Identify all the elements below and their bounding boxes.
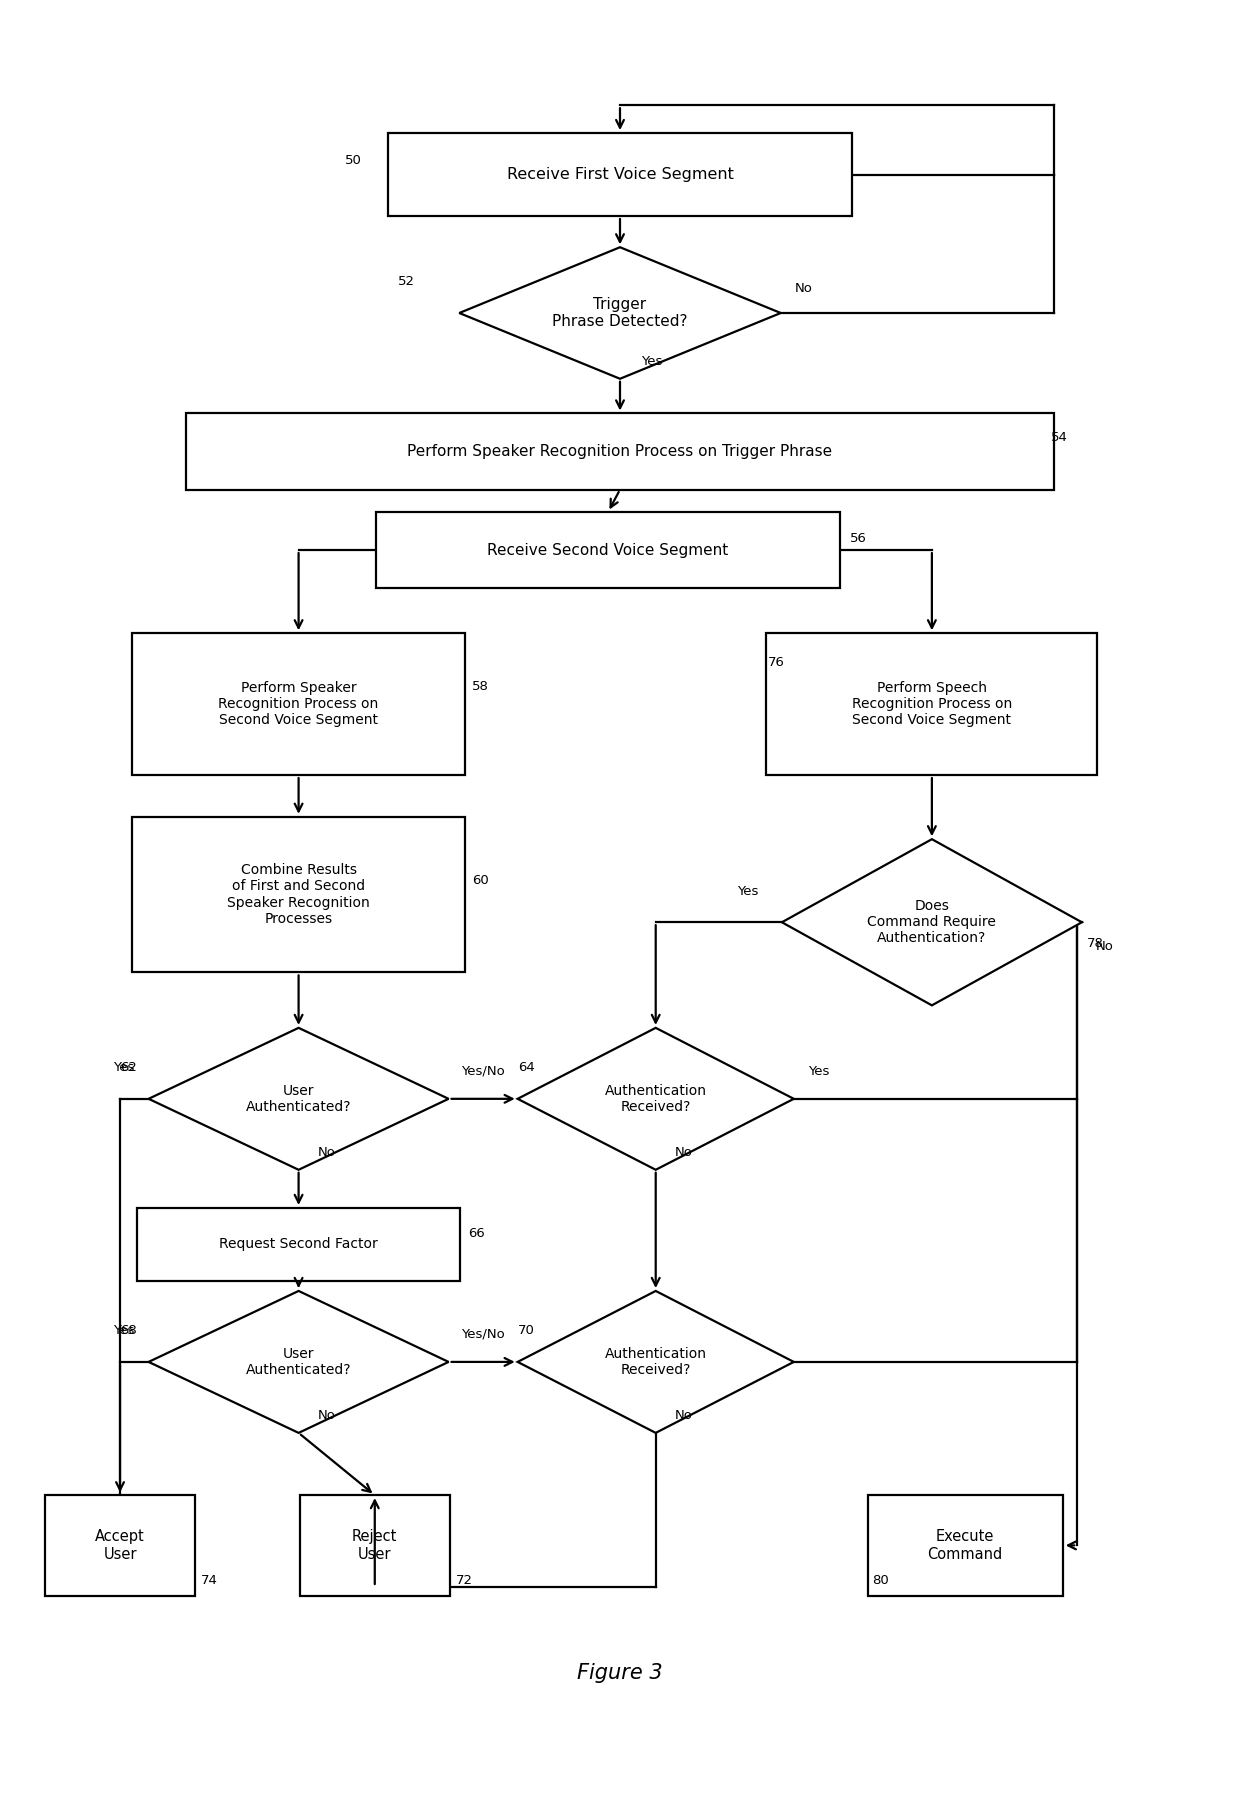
Text: Yes: Yes: [737, 885, 758, 898]
FancyBboxPatch shape: [388, 133, 852, 216]
Text: Reject
User: Reject User: [352, 1529, 398, 1561]
Text: Yes: Yes: [113, 1323, 134, 1338]
Text: Receive Second Voice Segment: Receive Second Voice Segment: [487, 543, 729, 557]
FancyBboxPatch shape: [131, 817, 465, 972]
Text: No: No: [675, 1147, 693, 1159]
Text: Yes: Yes: [641, 355, 663, 368]
Text: 50: 50: [345, 155, 362, 168]
Text: Yes: Yes: [113, 1062, 134, 1075]
Text: No: No: [317, 1147, 336, 1159]
Text: Yes: Yes: [808, 1064, 830, 1078]
Text: User
Authenticated?: User Authenticated?: [246, 1084, 351, 1114]
Text: Execute
Command: Execute Command: [928, 1529, 1003, 1561]
FancyBboxPatch shape: [376, 512, 841, 588]
FancyBboxPatch shape: [300, 1495, 450, 1596]
Text: No: No: [317, 1410, 336, 1423]
FancyBboxPatch shape: [136, 1208, 460, 1280]
Text: 80: 80: [873, 1574, 889, 1587]
FancyBboxPatch shape: [186, 413, 1054, 490]
Text: Yes/No: Yes/No: [461, 1327, 505, 1341]
Text: Authentication
Received?: Authentication Received?: [605, 1347, 707, 1377]
Text: Trigger
Phrase Detected?: Trigger Phrase Detected?: [552, 297, 688, 330]
Polygon shape: [149, 1028, 449, 1170]
Text: Yes/No: Yes/No: [461, 1064, 505, 1078]
Text: 60: 60: [472, 874, 489, 887]
Text: 74: 74: [201, 1574, 218, 1587]
Text: Receive First Voice Segment: Receive First Voice Segment: [507, 168, 733, 182]
Text: 62: 62: [120, 1062, 136, 1075]
Text: Combine Results
of First and Second
Speaker Recognition
Processes: Combine Results of First and Second Spea…: [227, 864, 370, 927]
Polygon shape: [149, 1291, 449, 1433]
Text: No: No: [795, 283, 813, 296]
Text: Accept
User: Accept User: [95, 1529, 145, 1561]
Text: Authentication
Received?: Authentication Received?: [605, 1084, 707, 1114]
Text: Perform Speech
Recognition Process on
Second Voice Segment: Perform Speech Recognition Process on Se…: [852, 682, 1012, 727]
Text: No: No: [1096, 939, 1114, 954]
Text: 56: 56: [849, 532, 867, 545]
Text: No: No: [675, 1410, 693, 1423]
Polygon shape: [517, 1028, 794, 1170]
Text: 78: 78: [1086, 936, 1104, 950]
Polygon shape: [782, 838, 1081, 1006]
FancyBboxPatch shape: [131, 633, 465, 775]
Text: Request Second Factor: Request Second Factor: [219, 1237, 378, 1251]
Polygon shape: [517, 1291, 794, 1433]
Text: Perform Speaker
Recognition Process on
Second Voice Segment: Perform Speaker Recognition Process on S…: [218, 682, 378, 727]
Text: 64: 64: [517, 1062, 534, 1075]
Text: 68: 68: [120, 1323, 136, 1338]
Text: 58: 58: [472, 680, 490, 694]
Text: 52: 52: [398, 276, 415, 288]
Text: 70: 70: [517, 1323, 534, 1338]
Text: 54: 54: [1052, 431, 1068, 444]
Text: 76: 76: [768, 656, 785, 669]
Polygon shape: [459, 247, 781, 379]
Text: Does
Command Require
Authentication?: Does Command Require Authentication?: [868, 900, 996, 945]
Text: Figure 3: Figure 3: [577, 1664, 663, 1684]
Text: Perform Speaker Recognition Process on Trigger Phrase: Perform Speaker Recognition Process on T…: [408, 444, 832, 460]
FancyBboxPatch shape: [868, 1495, 1063, 1596]
FancyBboxPatch shape: [766, 633, 1097, 775]
Text: User
Authenticated?: User Authenticated?: [246, 1347, 351, 1377]
FancyBboxPatch shape: [45, 1495, 195, 1596]
Text: 72: 72: [456, 1574, 472, 1587]
Text: 66: 66: [467, 1228, 485, 1240]
